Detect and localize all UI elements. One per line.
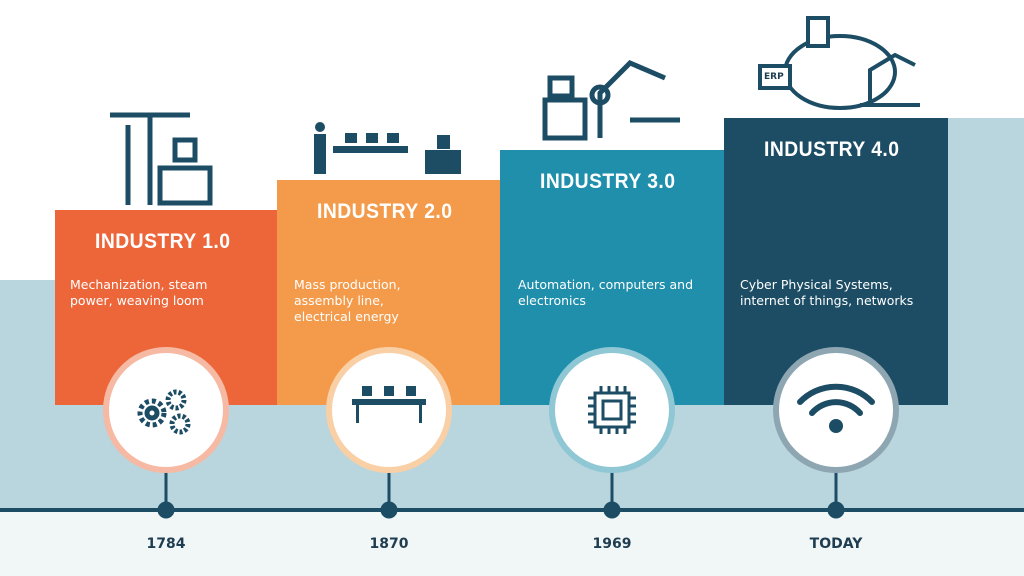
conveyor-icon bbox=[352, 386, 426, 423]
stage-description: Mechanization, steam power, weaving loom bbox=[70, 277, 208, 308]
wifi-icon bbox=[797, 383, 875, 433]
stage-title: INDUSTRY 3.0 bbox=[540, 170, 676, 193]
year-label: 1969 bbox=[592, 536, 632, 552]
stage-title: INDUSTRY 1.0 bbox=[95, 230, 231, 253]
gear-icon bbox=[137, 389, 191, 435]
chip-icon bbox=[588, 386, 636, 434]
network-icon bbox=[758, 16, 920, 110]
steam-engine-icon bbox=[110, 112, 213, 206]
background-band bbox=[948, 118, 1024, 288]
erp-label: ERP bbox=[764, 72, 784, 82]
year-label: 1784 bbox=[146, 536, 186, 552]
stage-description: Mass production, assembly line, electric… bbox=[294, 277, 401, 324]
stage-title: INDUSTRY 4.0 bbox=[764, 138, 900, 161]
year-label: 1870 bbox=[369, 536, 409, 552]
stage-title: INDUSTRY 2.0 bbox=[317, 200, 453, 223]
year-label: TODAY bbox=[809, 536, 863, 552]
stage-description: Automation, computers and electronics bbox=[518, 277, 694, 308]
icon-circles bbox=[103, 347, 899, 473]
stage-description: Cyber Physical Systems, internet of thin… bbox=[740, 277, 914, 308]
assembly-icon bbox=[314, 122, 461, 174]
robot-icon bbox=[542, 60, 680, 141]
footer-band bbox=[0, 512, 1024, 576]
